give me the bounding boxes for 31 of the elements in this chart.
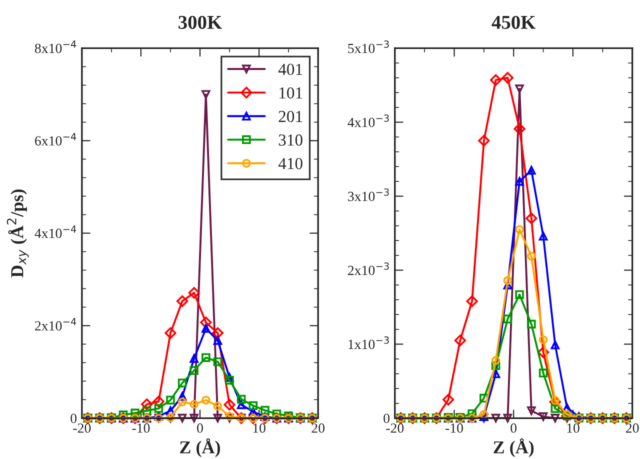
x-tick-label: 0 bbox=[197, 423, 203, 433]
x-tick-label: -10 bbox=[132, 423, 150, 433]
chart-title: 300K bbox=[178, 16, 222, 29]
y-tick-label: 2x10$^{−3}$ bbox=[348, 262, 389, 276]
y-tick-label: 8x10$^{−4}$ bbox=[34, 40, 76, 54]
y-tick-label: 4x10$^{−3}$ bbox=[348, 114, 389, 128]
x-tick-label: 20 bbox=[312, 423, 324, 433]
legend-label: 101 bbox=[280, 87, 302, 99]
x-axis-title: Z (Å) bbox=[180, 438, 220, 458]
x-tick-label: 20 bbox=[626, 423, 639, 433]
x-tick-label: 10 bbox=[253, 423, 266, 433]
legend-label: 310 bbox=[278, 134, 302, 146]
legend-label: 410 bbox=[278, 158, 302, 170]
legend-label: 201 bbox=[278, 110, 302, 122]
y-tick-label: 1x10$^{−3}$ bbox=[348, 336, 389, 350]
chart-title: 450K bbox=[492, 16, 536, 29]
x-tick-label: -20 bbox=[73, 423, 91, 433]
y-tick-label: 0 bbox=[70, 414, 77, 424]
y-tick-label: 0 bbox=[384, 414, 390, 424]
x-tick-label: 0 bbox=[510, 423, 517, 433]
x-axis-title: Z (Å) bbox=[494, 438, 534, 458]
y-tick-label: 2x10$^{−4}$ bbox=[35, 318, 76, 331]
legend-label: 401 bbox=[278, 64, 302, 76]
y-tick-label: 4x10$^{−4}$ bbox=[34, 226, 76, 238]
y-tick-label: 6x10$^{−4}$ bbox=[35, 133, 76, 146]
y-axis-title: D$_{xy}$ (Å$^{2}$/ps) bbox=[6, 190, 29, 278]
y-tick-label: 5x10$^{−3}$ bbox=[348, 40, 389, 54]
y-tick-label: 3x10$^{−3}$ bbox=[348, 188, 389, 202]
x-tick-label: 10 bbox=[567, 423, 580, 433]
x-tick-label: -10 bbox=[446, 423, 463, 433]
x-tick-label: -20 bbox=[386, 423, 404, 433]
